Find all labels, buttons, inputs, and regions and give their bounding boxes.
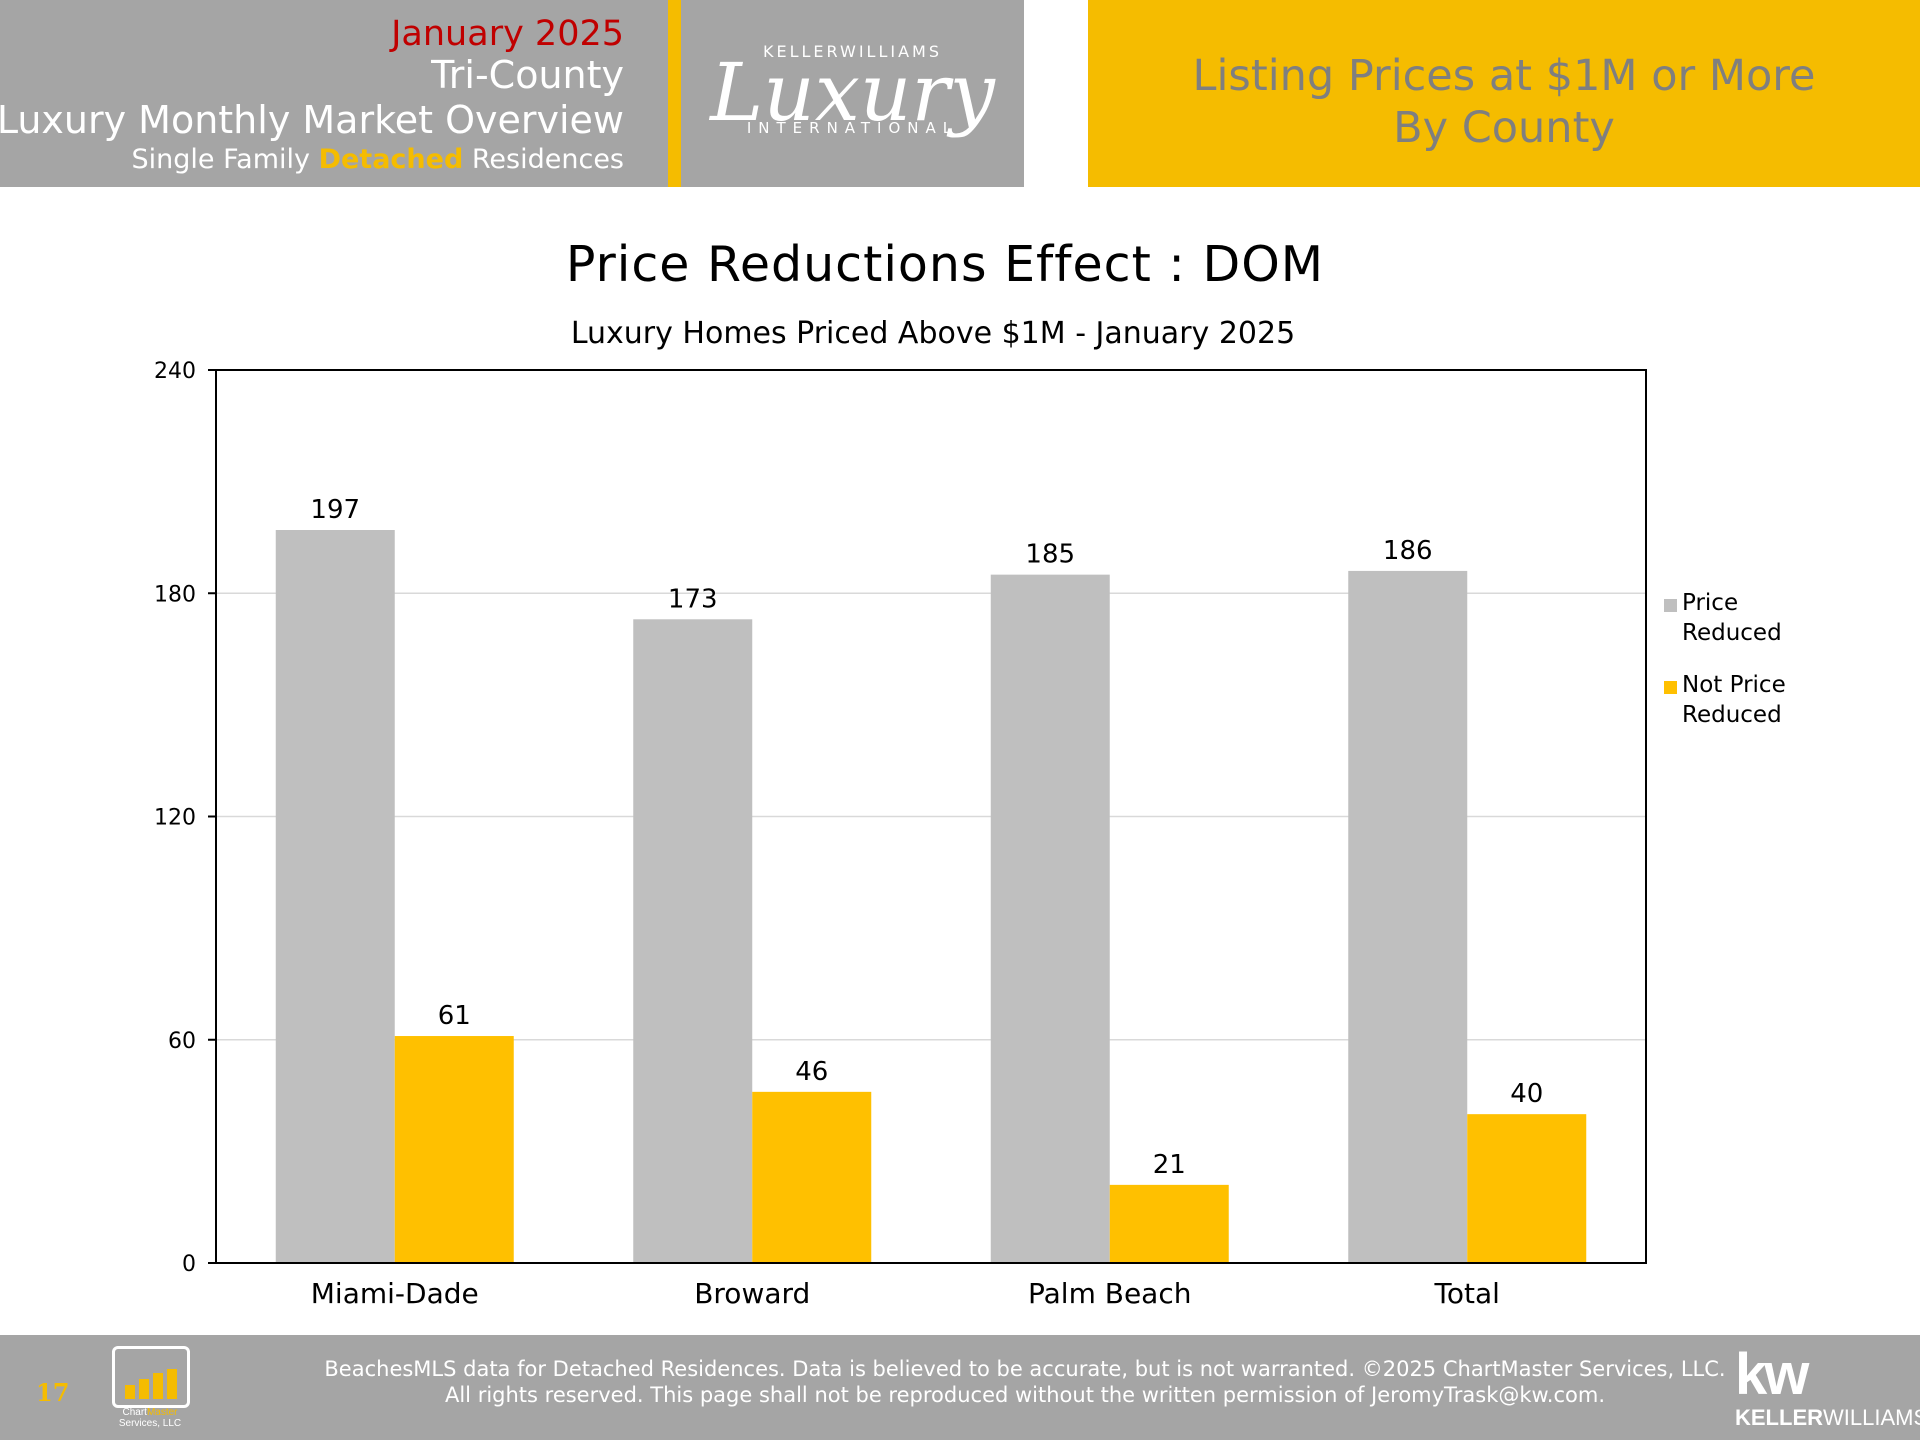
footer-bar (0, 1335, 1920, 1440)
report-segment: Single Family Detached Residences (132, 144, 624, 175)
y-tick-label: 180 (154, 582, 196, 607)
chart-title: Price Reductions Effect : DOM (565, 236, 1325, 293)
segment-prefix: Single Family (131, 144, 319, 175)
y-tick-label: 120 (154, 806, 196, 831)
x-tick-label: Palm Beach (1028, 1277, 1191, 1310)
report-region: Tri-County (431, 53, 624, 97)
bar (1348, 570, 1468, 1263)
x-tick-label: Miami-Dade (311, 1277, 479, 1310)
kw-logo: kw KELLERWILLIAMS. (1735, 1342, 1920, 1430)
data-label: 185 (1025, 540, 1075, 570)
y-tick-label: 0 (182, 1252, 196, 1277)
bar (990, 574, 1110, 1263)
bar (752, 1091, 872, 1263)
footer-disclaimer: BeachesMLS data for Detached Residences.… (160, 1356, 1890, 1408)
footer-line1: BeachesMLS data for Detached Residences.… (324, 1357, 1726, 1381)
legend-entry: Price Reduced (1682, 590, 1782, 646)
section-title: Listing Prices at $1M or More By County (1088, 50, 1920, 154)
data-label: 173 (668, 584, 718, 614)
chart-subtitle: Luxury Homes Priced Above $1M - January … (570, 316, 1296, 351)
report-title: Luxury Monthly Market Overview (0, 98, 624, 142)
data-label: 40 (1510, 1079, 1543, 1109)
y-tick-label: 60 (168, 1029, 196, 1054)
footer-line2: All rights reserved. This page shall not… (444, 1383, 1606, 1407)
data-label: 21 (1153, 1150, 1186, 1180)
kw-name-a: KELLER (1735, 1405, 1823, 1430)
header-accent-bar (668, 0, 681, 187)
x-tick-label: Broward (694, 1277, 810, 1310)
chartmaster-name-a: Chart (122, 1407, 147, 1418)
data-label: 197 (310, 495, 360, 525)
bar (1109, 1184, 1229, 1263)
logo-script-text: Luxury (710, 46, 995, 139)
logo-brand-text: KELLERWILLIAMS (763, 42, 942, 61)
kw-name-b: WILLIAMS. (1823, 1405, 1920, 1430)
segment-suffix: Residences (463, 144, 624, 175)
kw-mark: kw (1735, 1342, 1809, 1407)
chartmaster-logo-text: ChartMaster Services, LLC (100, 1407, 200, 1429)
segment-highlight: Detached (318, 144, 464, 175)
section-title-line2: By County (1393, 103, 1615, 153)
chartmaster-logo-bar (167, 1369, 177, 1399)
chartmaster-name-b: Master (146, 1407, 178, 1418)
chartmaster-logo-bar (153, 1373, 163, 1399)
kw-name: KELLERWILLIAMS. (1735, 1405, 1920, 1430)
chartmaster-logo-bar (139, 1379, 149, 1399)
legend-swatch (1664, 681, 1677, 694)
page-number: 17 (36, 1378, 70, 1407)
chartmaster-logo-bar (125, 1385, 135, 1399)
legend-swatch (1664, 599, 1677, 612)
legend-entry: Not Price Reduced (1682, 672, 1786, 728)
report-date: January 2025 (391, 14, 624, 54)
data-label: 61 (438, 1001, 471, 1031)
logo-subtitle-text: INTERNATIONAL (746, 119, 959, 137)
bar (394, 1036, 514, 1263)
x-tick-label: Total (1434, 1277, 1500, 1310)
data-label: 46 (795, 1057, 828, 1087)
header-right-panel (1088, 0, 1920, 187)
bar (275, 529, 395, 1263)
y-tick-label: 240 (154, 359, 196, 384)
data-label: 186 (1383, 536, 1433, 566)
bar (1467, 1114, 1587, 1263)
chartmaster-logo-icon (112, 1346, 190, 1408)
header-left-panel (0, 0, 668, 187)
chartmaster-name-c: Services, LLC (118, 1418, 182, 1429)
luxury-logo: KELLERWILLIAMS Luxury INTERNATIONAL (681, 0, 1024, 187)
bar (633, 619, 753, 1263)
section-title-line1: Listing Prices at $1M or More (1192, 51, 1816, 101)
